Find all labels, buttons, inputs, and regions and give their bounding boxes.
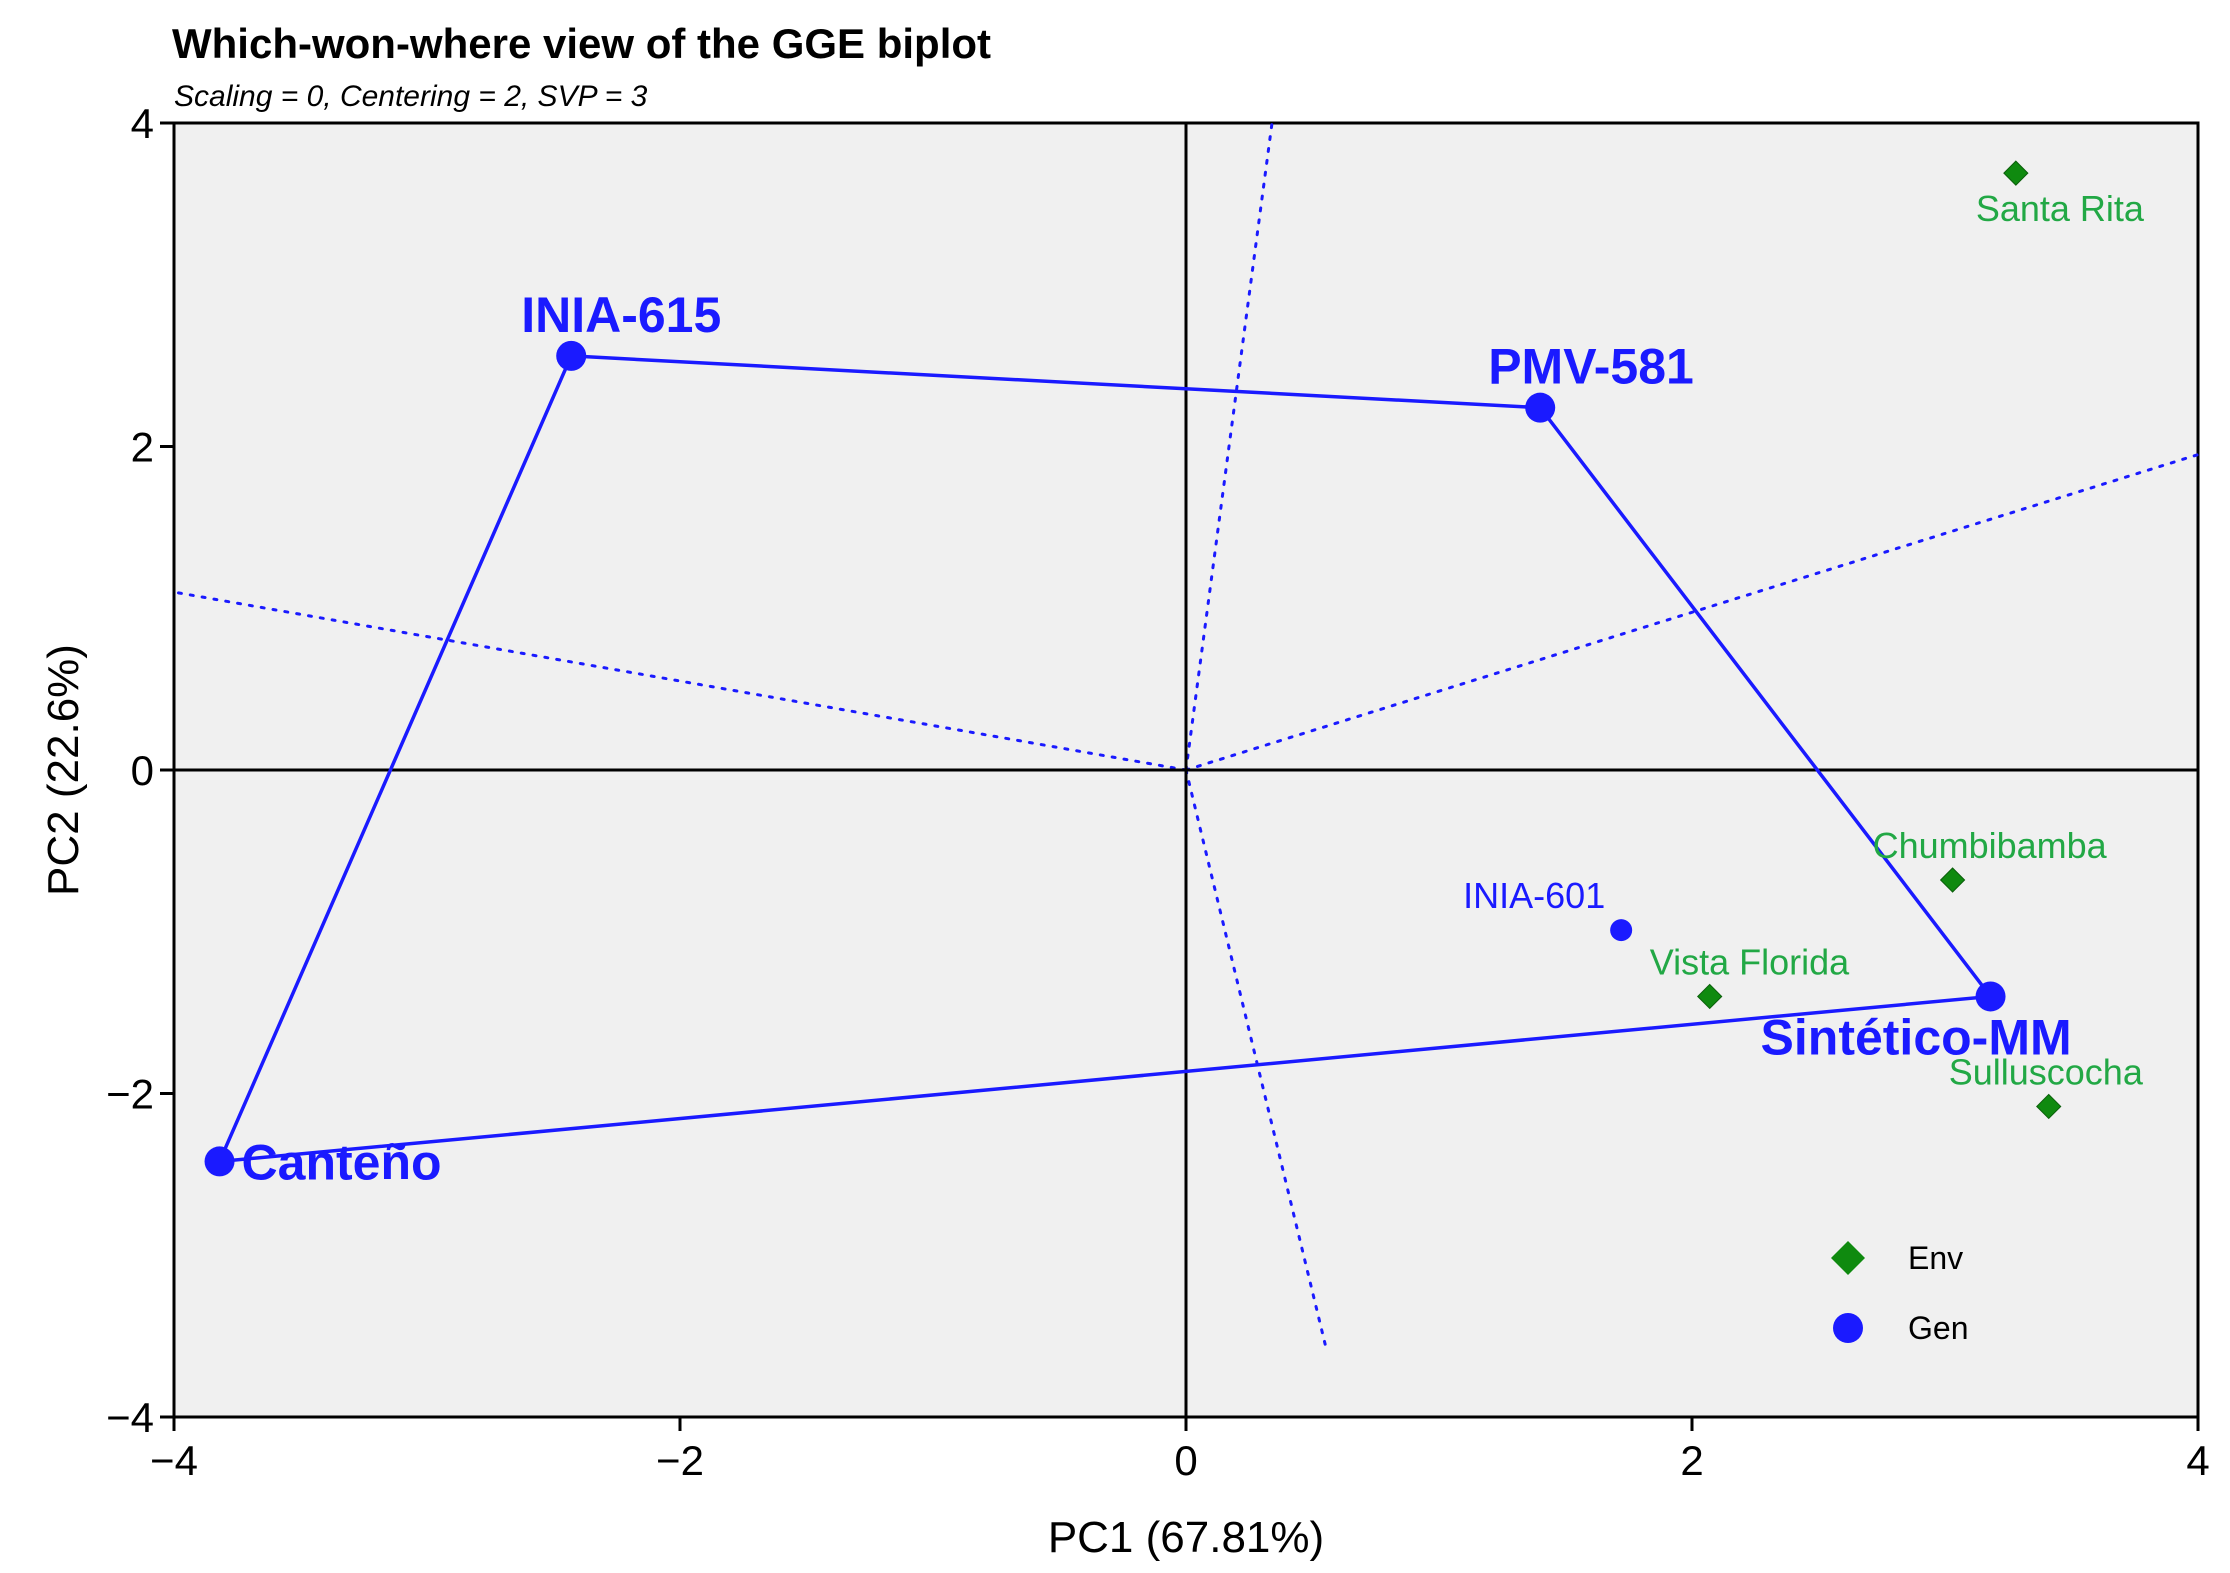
y-tick-label: −2 (106, 1071, 154, 1118)
y-tick-label: 2 (131, 424, 154, 471)
sector-ray (1184, 453, 2200, 772)
sector-ray (1184, 121, 1274, 772)
genotype-point (1975, 981, 2006, 1012)
genotype-label: Sintético-MM (1761, 1009, 2072, 1065)
genotype-point (556, 340, 587, 371)
y-tick-label: −4 (106, 1394, 154, 1441)
genotype-point (1610, 919, 1633, 942)
x-tick-label: 2 (1680, 1437, 1703, 1484)
x-axis-label: PC1 (67.81%) (1048, 1513, 1324, 1562)
chart-title: Which-won-where view of the GGE biplot (172, 20, 991, 67)
y-tick-label: 0 (131, 747, 154, 794)
legend: Env Gen (1831, 1240, 1968, 1346)
x-tick-label: 4 (2186, 1437, 2209, 1484)
env-label: Santa Rita (1976, 188, 2145, 229)
env-label: Sulluscocha (1949, 1051, 2144, 1092)
genotype-label: INIA-601 (1463, 875, 1605, 916)
x-tick-label: −4 (150, 1437, 198, 1484)
legend-gen-marker (1833, 1313, 1863, 1343)
env-label: Chumbibamba (1873, 825, 2108, 866)
sector-ray (172, 590, 1188, 772)
chart-subtitle: Scaling = 0, Centering = 2, SVP = 3 (174, 80, 648, 113)
x-tick-label: −2 (656, 1437, 704, 1484)
sector-ray (1184, 768, 1327, 1346)
env-point (1697, 983, 1723, 1010)
y-axis-label: PC2 (22.6%) (39, 644, 88, 896)
genotype-point (204, 1146, 235, 1177)
y-tick-label: 4 (131, 100, 154, 147)
x-tick-label: 0 (1174, 1437, 1197, 1484)
legend-env-marker (1831, 1241, 1865, 1275)
env-point (1939, 867, 1966, 893)
genotype-label: PMV-581 (1488, 339, 1694, 395)
genotype-point (1525, 392, 1556, 423)
genotype-label: INIA-615 (521, 287, 721, 343)
env-point (2036, 1093, 2062, 1120)
legend-label: Gen (1908, 1310, 1968, 1346)
env-point (2003, 160, 2029, 186)
env-label: Vista Florida (1650, 941, 1850, 982)
genotype-label: Canteño (242, 1134, 442, 1190)
legend-label: Env (1908, 1240, 1963, 1276)
